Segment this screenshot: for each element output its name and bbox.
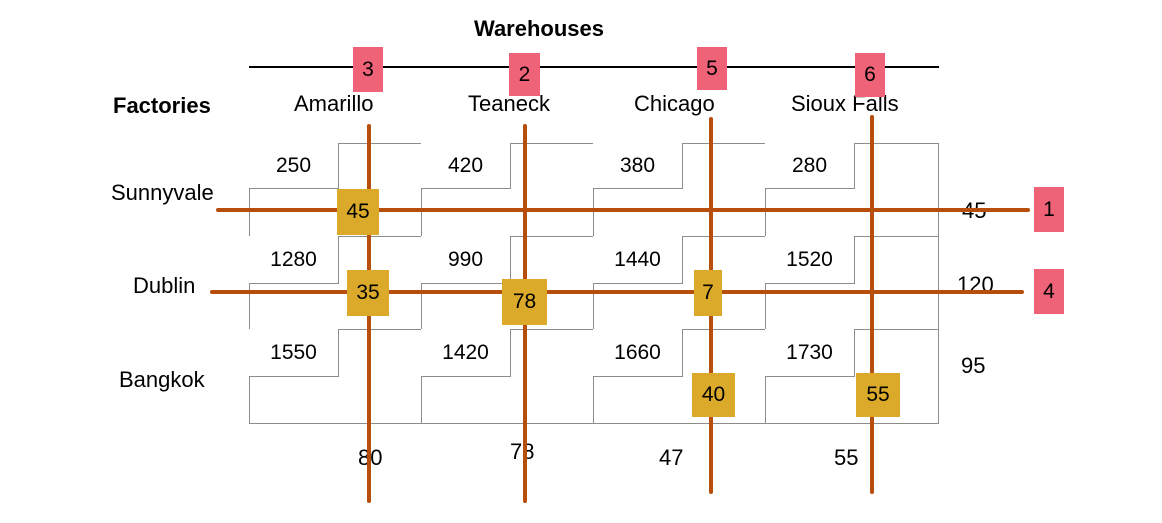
strike-line-siouxfalls [870,115,874,494]
order-label-amarillo: 3 [353,47,383,92]
order-label-sunnyvale: 1 [1034,187,1064,232]
order-label-dublin: 4 [1034,269,1064,314]
allocation-bangkok-siouxfalls: 55 [856,373,900,417]
cost-bangkok-teaneck: 1420 [421,329,511,377]
allocation-sunnyvale-amarillo: 45 [337,189,379,235]
cost-sunnyvale-siouxfalls: 280 [765,143,855,189]
warehouse-label-chicago: Chicago [634,91,715,116]
allocation-bangkok-chicago: 40 [692,373,735,417]
factory-label-bangkok: Bangkok [119,367,205,392]
cost-sunnyvale-amarillo: 250 [249,143,339,189]
demand-teaneck: 78 [510,439,534,465]
warehouse-label-amarillo: Amarillo [294,91,374,116]
supply-bangkok: 95 [961,353,986,378]
allocation-dublin-chicago: 7 [694,270,722,316]
demand-chicago: 47 [659,445,684,470]
factory-label-sunnyvale: Sunnyvale [111,180,214,205]
order-label-chicago: 5 [697,47,727,90]
demand-siouxfalls: 55 [834,445,859,470]
cost-bangkok-siouxfalls: 1730 [765,329,855,377]
factories-header: Factories [113,93,211,118]
strike-line-dublin [210,290,1024,294]
cost-sunnyvale-teaneck: 420 [421,143,511,189]
supply-dublin: 120 [957,272,994,297]
warehouses-title: Warehouses [474,16,605,41]
cost-bangkok-chicago: 1660 [593,329,683,377]
header-rule [249,66,939,68]
cost-dublin-chicago: 1440 [593,236,683,284]
strike-line-sunnyvale [216,208,1030,212]
factory-label-dublin: Dublin [133,273,196,298]
cost-dublin-amarillo: 1280 [249,236,339,284]
cost-dublin-siouxfalls: 1520 [765,236,855,284]
order-label-teaneck: 2 [509,53,540,96]
order-label-siouxfalls: 6 [855,53,885,97]
cost-sunnyvale-chicago: 380 [593,143,683,189]
cost-dublin-teaneck: 990 [421,236,511,284]
allocation-dublin-amarillo: 35 [347,270,389,316]
allocation-dublin-teaneck: 78 [502,279,547,325]
cost-bangkok-amarillo: 1550 [249,329,339,377]
